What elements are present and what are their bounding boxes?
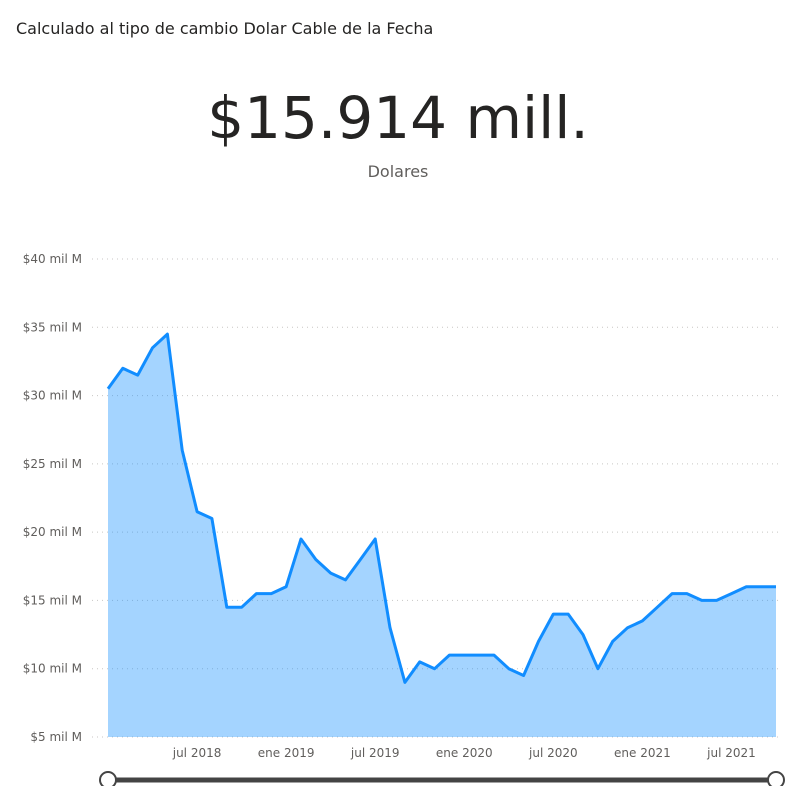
- y-tick-label: $15 mil M: [23, 593, 82, 607]
- x-tick-label: jul 2019: [350, 746, 400, 760]
- x-tick-label: ene 2021: [614, 746, 671, 760]
- visual-title: Calculado al tipo de cambio Dolar Cable …: [16, 19, 433, 38]
- area-line: [106, 332, 776, 684]
- x-tick-label: ene 2019: [258, 746, 315, 760]
- y-tick-label: $35 mil M: [23, 320, 82, 334]
- chart: $5 mil M $10 mil M $15 mil M $20 mil M $25 m…: [23, 252, 782, 760]
- slider-handle[interactable]: [767, 771, 785, 789]
- y-tick-label: $10 mil M: [23, 662, 82, 676]
- x-tick-label: jul 2018: [172, 746, 222, 760]
- x-tick-label: jul 2021: [706, 746, 756, 760]
- card-value: $15.914 mill.: [207, 84, 589, 152]
- area-fill: [108, 334, 776, 737]
- y-tick-label: $5 mil M: [30, 730, 82, 744]
- card-label: Dolares: [368, 162, 429, 181]
- x-tick-label: ene 2020: [436, 746, 493, 760]
- x-tick-label: jul 2020: [528, 746, 578, 760]
- y-tick-label: $30 mil M: [23, 389, 82, 403]
- slider-handle[interactable]: [99, 771, 117, 789]
- y-tick-label: $20 mil M: [23, 525, 82, 539]
- y-tick-label: $25 mil M: [23, 457, 82, 471]
- y-tick-label: $40 mil M: [23, 252, 82, 266]
